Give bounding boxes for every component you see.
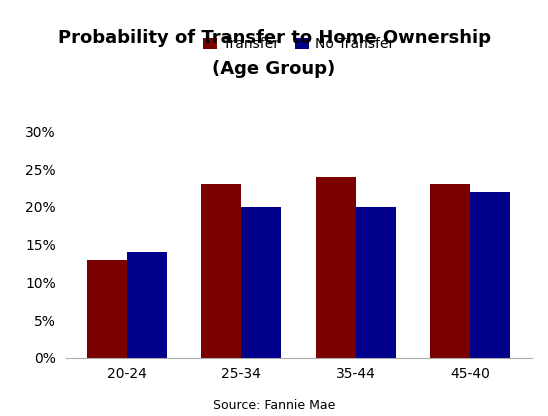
Bar [316,177,356,358]
Text: Source: Fannie Mae: Source: Fannie Mae [213,399,335,412]
Bar [430,184,470,358]
Legend: Transfer, No Transfer: Transfer, No Transfer [198,32,399,57]
Bar [201,184,242,358]
Bar [470,192,510,358]
Bar [242,207,282,358]
Bar [356,207,396,358]
Text: Probability of Transfer to Home Ownership: Probability of Transfer to Home Ownershi… [58,29,490,47]
Text: (Age Group): (Age Group) [213,60,335,78]
Bar [87,260,127,358]
Bar [127,252,167,358]
